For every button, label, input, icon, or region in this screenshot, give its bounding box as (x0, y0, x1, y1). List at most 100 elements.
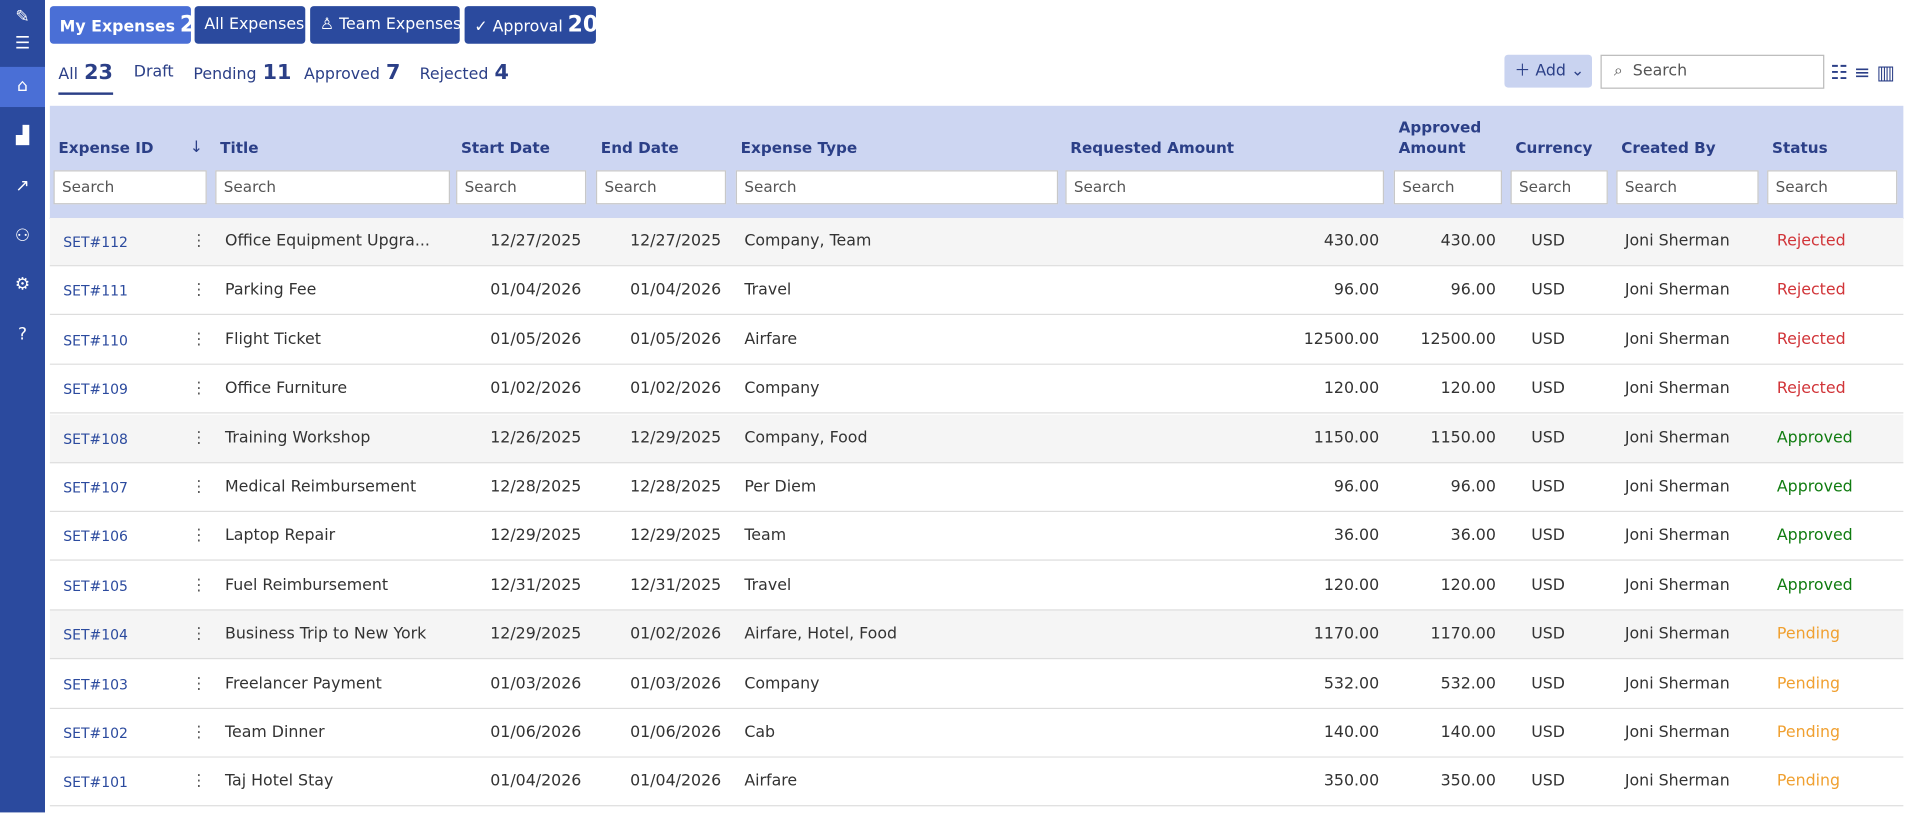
row-menu[interactable]: ⋮ (190, 527, 207, 546)
table-row[interactable]: SET#104 Business Trip to New York 12/29/20… (49, 610, 1904, 660)
row-menu[interactable]: ⋮ (190, 576, 207, 595)
cell: Joni Sherman (1624, 232, 1730, 251)
column-header[interactable]: Title (220, 138, 259, 157)
table-row[interactable]: SET#107 Medical Reimbursement 12/28/2025 12… (49, 463, 1904, 513)
table-row[interactable]: SET#106 Laptop Repair 12/29/2025 12/29/2025… (49, 512, 1904, 562)
reports-icon[interactable]: ▟ (15, 126, 30, 146)
cell: 120.00 (1440, 379, 1496, 398)
status-filter[interactable]: Pending 11 (193, 61, 291, 88)
table-row[interactable]: SET#108 Training Workshop 12/26/2025 12/29/… (49, 414, 1904, 463)
column-filter[interactable]: Search (1510, 170, 1608, 205)
cell[interactable]: SET#106 (63, 528, 128, 546)
column-filter[interactable]: Search (735, 170, 1059, 205)
column-filter[interactable]: Search (595, 170, 727, 205)
column-filter[interactable]: Search (53, 170, 207, 205)
row-menu[interactable]: ⋮ (190, 428, 207, 448)
column-filter[interactable]: Search (1065, 170, 1385, 205)
cell: Fuel Reimbursement (224, 576, 389, 595)
row-menu[interactable]: ⋮ (190, 232, 207, 251)
settings-icon[interactable]: ⚙ (14, 274, 31, 295)
filter-count: 23 (84, 60, 113, 86)
tab[interactable]: ✓ Approval 20 (464, 6, 598, 44)
tab[interactable]: All Expenses (194, 6, 306, 44)
column-header[interactable]: Currency (1515, 138, 1593, 157)
column-header[interactable]: Expense ID (58, 138, 154, 157)
cell[interactable]: SET#105 (63, 577, 128, 595)
add-button[interactable]: ＋ Add ⌄ (1504, 54, 1593, 88)
table-row[interactable]: SET#101 Taj Hotel Stay 01/04/2026 01/04/202… (49, 758, 1904, 807)
table-row[interactable]: SET#103 Freelancer Payment 01/03/2026 01/03… (49, 659, 1904, 709)
menu-icon[interactable]: ☰ (14, 34, 31, 54)
cell[interactable]: SET#110 (63, 331, 128, 349)
table-row[interactable]: SET#112 Office Equipment Upgra... 12/27/20… (49, 217, 1904, 267)
column-header[interactable]: Approved Amount (1398, 117, 1482, 157)
cell[interactable]: SET#107 (63, 479, 128, 497)
cell: Office Furniture (224, 379, 348, 398)
column-filter[interactable]: Search (1767, 170, 1898, 205)
tab[interactable]: My Expenses23 (49, 6, 210, 44)
column-header[interactable]: Requested Amount (1070, 138, 1235, 157)
table-row[interactable]: SET#111 Parking Fee 01/04/2026 01/04/2026 Tr… (49, 266, 1904, 316)
column-header[interactable]: Status (1772, 138, 1828, 157)
filter-label: Approved (304, 65, 380, 84)
cell[interactable]: SET#104 (63, 626, 128, 644)
row-menu[interactable]: ⋮ (190, 674, 207, 693)
cell[interactable]: SET#103 (63, 675, 128, 693)
column-header[interactable]: Expense Type (740, 138, 858, 157)
cell: 01/05/2026 (490, 330, 582, 349)
cell: Business Trip to New York (224, 625, 427, 644)
search-box[interactable]: ⌕ Search (1600, 54, 1825, 89)
search-placeholder: Search (1632, 62, 1688, 81)
cell: Approved (1776, 527, 1853, 546)
row-menu[interactable]: ⋮ (190, 477, 207, 497)
status-filter[interactable]: Approved 7 (304, 61, 400, 88)
column-filter[interactable]: Search (215, 170, 450, 205)
cell[interactable]: SET#108 (63, 430, 128, 448)
row-menu[interactable]: ⋮ (190, 281, 207, 300)
cell: 12/31/2025 (490, 576, 582, 595)
row-menu[interactable]: ⋮ (190, 625, 207, 644)
cell: Team Dinner (224, 723, 325, 742)
table-row[interactable]: SET#110 Flight Ticket 01/05/2026 01/05/2026… (49, 315, 1904, 365)
cell[interactable]: SET#101 (63, 773, 128, 792)
cell: 01/04/2026 (490, 281, 582, 300)
cell[interactable]: SET#111 (63, 282, 128, 300)
cell[interactable]: SET#109 (63, 380, 128, 398)
table-row[interactable]: SET#105 Fuel Reimbursement 12/31/2025 12/31… (49, 561, 1904, 611)
sort-icon[interactable]: ↓ (189, 138, 203, 157)
status-filter[interactable]: Draft (134, 61, 174, 85)
cell[interactable]: SET#102 (63, 724, 128, 742)
table-row[interactable]: SET#109 Office Furniture 01/02/2026 01/02/2… (49, 365, 1904, 414)
cell: 120.00 (1323, 576, 1380, 595)
tab[interactable]: ♙ Team Expenses (310, 6, 461, 44)
chart-icon[interactable]: ↗ (15, 176, 30, 196)
column-filter[interactable]: Search (456, 170, 587, 205)
filter-label: Rejected (419, 65, 489, 84)
row-menu[interactable]: ⋮ (190, 723, 207, 742)
filter-label: All (58, 65, 78, 84)
cell: USD (1531, 330, 1565, 349)
row-menu[interactable]: ⋮ (190, 772, 207, 792)
cell: Approved (1776, 428, 1853, 448)
status-filter[interactable]: All 23 (58, 60, 113, 95)
column-header[interactable]: Created By (1621, 138, 1716, 157)
cell: USD (1531, 772, 1565, 792)
row-menu[interactable]: ⋮ (190, 330, 207, 349)
table-row[interactable]: SET#102 Team Dinner 01/06/2026 01/06/2026 Ca… (49, 709, 1904, 758)
cell[interactable]: SET#112 (63, 233, 128, 251)
help-icon[interactable]: ? (17, 324, 28, 345)
column-header[interactable]: Start Date (460, 138, 550, 157)
column-filter[interactable]: Search (1393, 170, 1503, 205)
home-icon[interactable]: ⌂ (0, 66, 45, 108)
users-icon[interactable]: ⚇ (14, 226, 31, 246)
cell: 12/29/2025 (490, 625, 582, 644)
column-filter[interactable]: Search (1616, 170, 1759, 205)
view-icons[interactable]: ☷ ≡ ▥ (1830, 60, 1895, 84)
row-menu[interactable]: ⋮ (190, 379, 207, 398)
cell: 36.00 (1333, 527, 1380, 546)
cell: Joni Sherman (1624, 281, 1730, 300)
column-header[interactable]: End Date (600, 138, 679, 157)
status-filter[interactable]: Rejected 4 (420, 61, 509, 88)
cell: 350.00 (1440, 772, 1496, 792)
